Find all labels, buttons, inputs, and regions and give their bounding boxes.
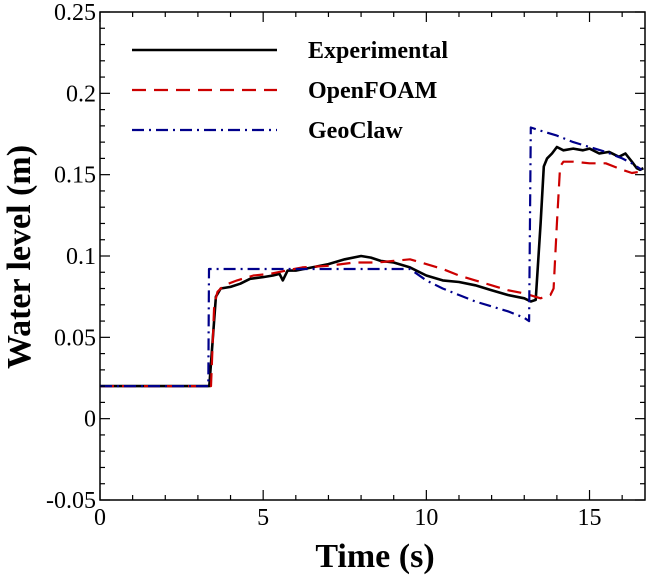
x-axis-ticks: 0 5 10 15 [94, 12, 623, 531]
y-axis-ticks: -0.05 0 0.05 0.1 0.15 0.2 0.25 [46, 0, 645, 514]
series-line-experimental [100, 145, 644, 388]
legend-label-geoclaw: GeoClaw [308, 118, 403, 144]
y-tick-label: -0.05 [46, 488, 96, 514]
legend-label-openfoam: OpenFOAM [308, 78, 437, 104]
series-line-openfoam [100, 160, 642, 388]
y-tick-label: 0.05 [54, 325, 96, 351]
series-layer [100, 126, 644, 388]
x-tick-label: 0 [94, 505, 106, 531]
y-tick-label: 0.2 [66, 81, 96, 107]
legend: Experimental OpenFOAM GeoClaw [132, 38, 448, 144]
series-line-geoclaw [100, 126, 643, 388]
y-tick-label: 0.15 [54, 163, 96, 189]
y-tick-label: 0 [84, 407, 96, 433]
x-axis-title: Time (s) [315, 538, 434, 575]
y-axis-title: Water level (m) [1, 145, 38, 369]
x-tick-label: 5 [257, 505, 269, 531]
x-tick-label: 10 [414, 505, 438, 531]
x-tick-label: 15 [578, 505, 602, 531]
y-tick-label: 0.25 [54, 0, 96, 26]
legend-label-experimental: Experimental [308, 38, 448, 64]
y-tick-label: 0.1 [66, 244, 96, 270]
